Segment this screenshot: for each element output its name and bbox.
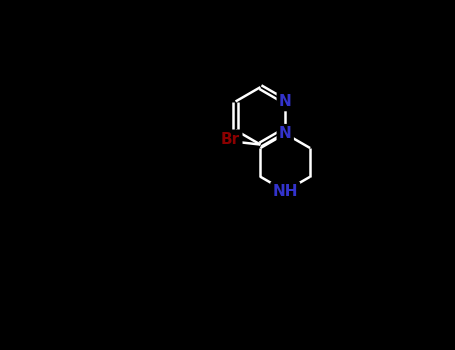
Text: NH: NH <box>273 184 298 198</box>
Text: Br: Br <box>221 132 240 147</box>
Text: N: N <box>279 126 292 141</box>
Text: N: N <box>279 94 292 109</box>
